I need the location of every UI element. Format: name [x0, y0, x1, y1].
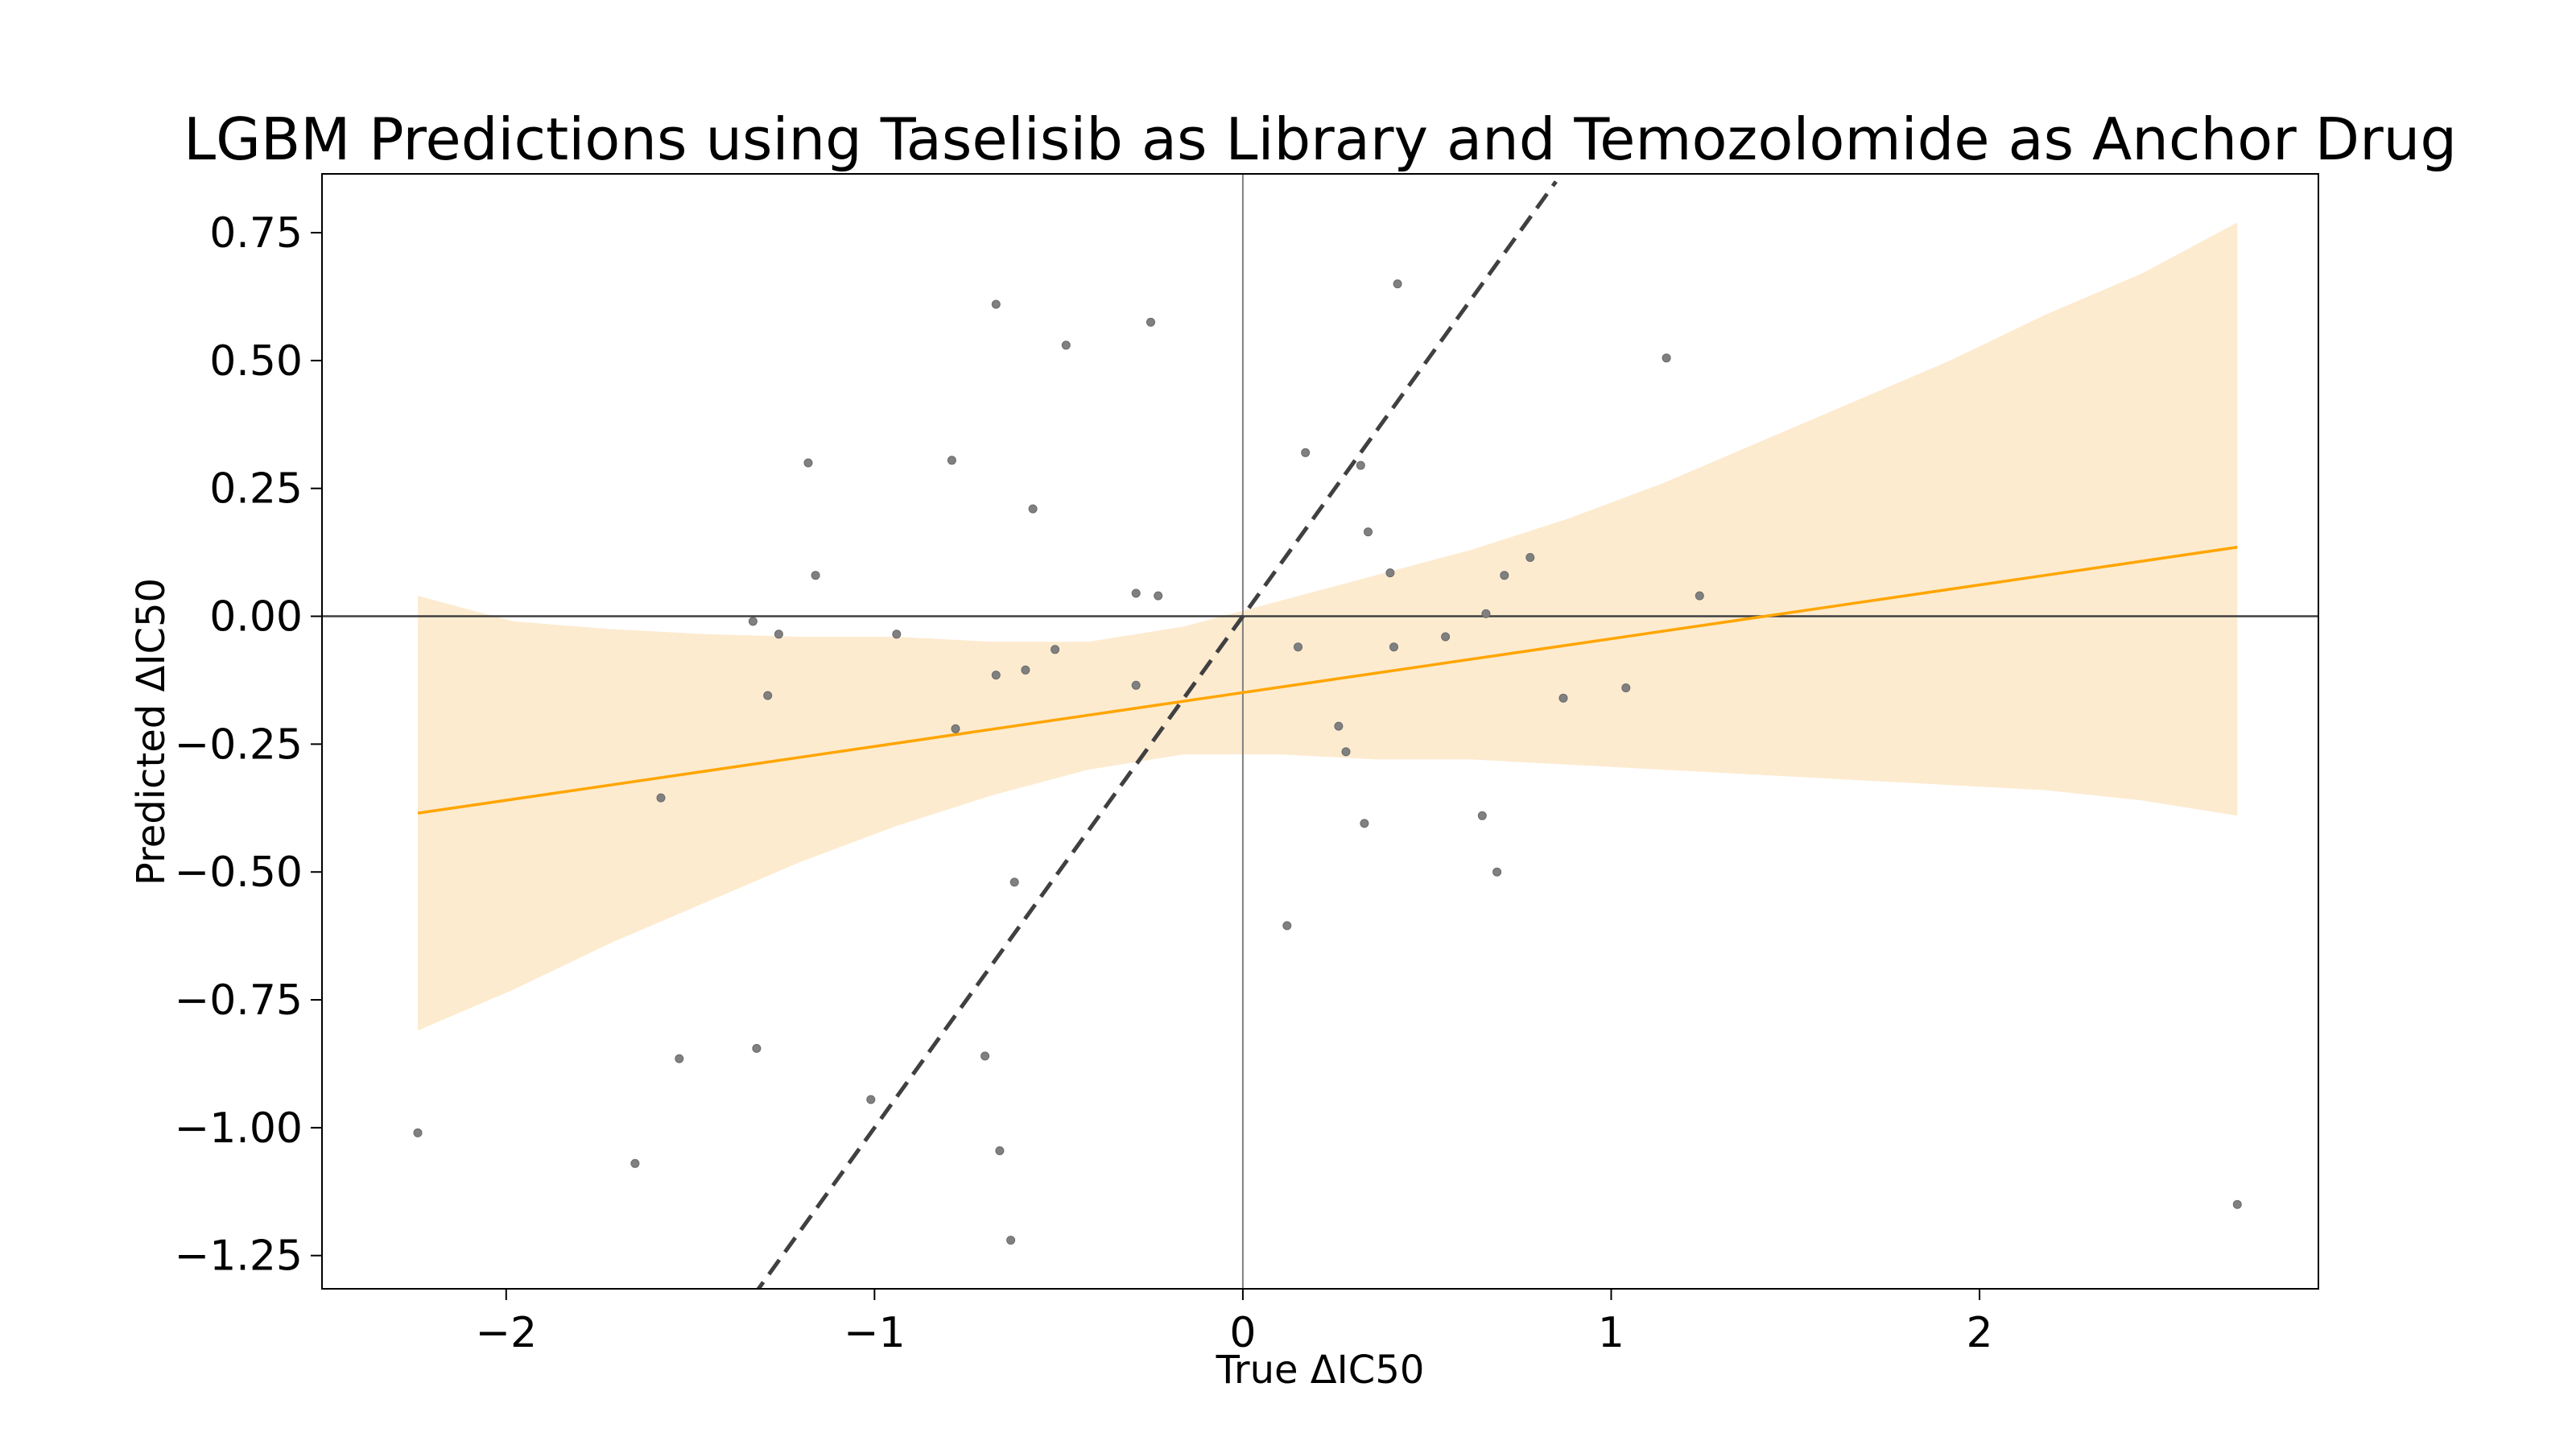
data-point	[748, 617, 758, 626]
y-tick-label: 0.25	[209, 465, 303, 514]
data-point	[1393, 279, 1402, 289]
data-point	[892, 630, 902, 639]
data-point	[1294, 642, 1302, 652]
y-tick-label: 0.50	[209, 337, 303, 386]
data-point	[2232, 1199, 2242, 1209]
x-axis-ticks: −2 −1 0 1 2	[475, 1289, 1993, 1357]
confidence-band	[418, 222, 2238, 1031]
data-point	[1131, 588, 1141, 598]
x-axis-label: True ΔIC50	[1216, 1348, 1425, 1393]
data-point	[1334, 721, 1344, 731]
y-tick-label: −0.50	[175, 848, 303, 897]
data-point	[1282, 921, 1292, 931]
data-point	[413, 1128, 423, 1137]
data-point	[811, 571, 820, 580]
data-point	[630, 1158, 640, 1168]
y-tick-label: −0.75	[175, 976, 303, 1025]
data-point	[1301, 448, 1311, 457]
data-point	[947, 456, 956, 465]
y-axis-ticks: 0.75 0.50 0.25 0.00 −0.25 −0.50 −0.75 −1.00 −1.2…	[175, 209, 322, 1281]
data-point	[675, 1054, 684, 1063]
x-tick-label: −2	[475, 1309, 537, 1357]
chart-title: LGBM Predictions using Taselisib as Libr…	[184, 105, 2457, 173]
data-point	[1021, 665, 1030, 675]
data-point	[991, 299, 1001, 309]
data-point	[1146, 317, 1155, 327]
x-tick-label: 1	[1598, 1309, 1624, 1357]
data-point	[774, 630, 783, 639]
data-point	[866, 1095, 876, 1104]
data-point	[1154, 591, 1163, 601]
data-point	[752, 1043, 762, 1053]
x-tick-label: −1	[844, 1309, 906, 1357]
data-point	[1492, 867, 1502, 877]
data-point	[1131, 680, 1141, 690]
data-point	[763, 691, 773, 700]
data-point	[1500, 571, 1509, 580]
data-point	[951, 724, 960, 733]
data-point	[1061, 341, 1071, 350]
regression-line	[417, 546, 2238, 815]
y-tick-label: 0.75	[209, 209, 303, 258]
data-point	[995, 1146, 1005, 1155]
data-point	[1356, 460, 1365, 470]
y-tick-label: −0.25	[175, 720, 303, 769]
data-point	[1621, 683, 1631, 692]
data-point	[1028, 504, 1038, 514]
y-axis-label: Predicted ΔIC50	[129, 578, 174, 886]
data-point	[1389, 642, 1398, 652]
data-point	[1006, 1236, 1016, 1245]
identity-line	[756, 180, 1558, 1289]
y-tick-label: −1.00	[175, 1104, 303, 1153]
data-point	[1695, 591, 1704, 601]
data-point	[1525, 553, 1535, 562]
data-point	[1441, 632, 1451, 642]
data-point	[1477, 811, 1487, 820]
data-point	[991, 671, 1001, 680]
data-point	[1341, 747, 1351, 757]
y-tick-label: 0.00	[209, 593, 303, 642]
data-point	[1558, 693, 1568, 703]
data-point	[656, 793, 666, 803]
data-point	[1662, 353, 1671, 363]
plot-frame	[321, 173, 2319, 1290]
data-point	[980, 1051, 990, 1061]
x-tick-label: 2	[1966, 1309, 1992, 1357]
plot-area	[322, 174, 2318, 1289]
data-point	[1051, 645, 1060, 654]
x-tick-label: 0	[1229, 1309, 1256, 1357]
y-tick-label: −1.25	[175, 1232, 303, 1281]
data-point	[803, 458, 813, 468]
data-point	[1385, 568, 1395, 578]
data-point	[1360, 819, 1369, 828]
data-point	[1364, 527, 1373, 537]
data-point	[1009, 877, 1019, 887]
data-point	[1481, 609, 1491, 618]
